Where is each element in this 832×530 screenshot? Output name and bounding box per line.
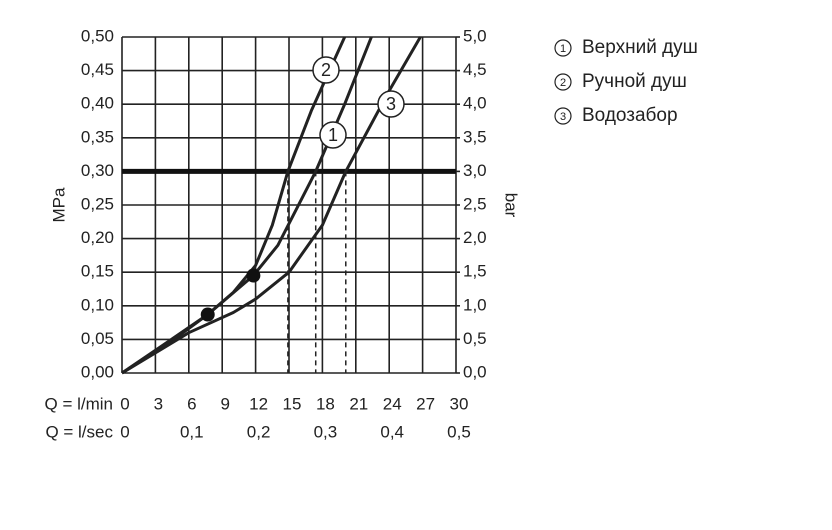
- x-tick-label: 30: [450, 394, 469, 413]
- legend-symbol: [554, 39, 572, 57]
- y-tick-label: 0,40: [81, 94, 114, 113]
- y2-tick-label: 3,0: [463, 161, 487, 180]
- legend-symbol: [554, 107, 572, 125]
- legend-symbol-label: 2: [560, 77, 566, 89]
- x-axis-title: Q = l/min: [45, 394, 114, 413]
- y-tick-label: 0,15: [81, 262, 114, 281]
- y-tick-label: 0,20: [81, 228, 114, 247]
- legend-symbol-label: 1: [560, 43, 566, 55]
- x2-tick-label: 0,3: [314, 422, 338, 441]
- x-tick-label: 24: [383, 394, 402, 413]
- x2-tick-label: 0,4: [380, 422, 404, 441]
- x2-tick-label: 0,1: [180, 422, 204, 441]
- x2-axis-title: Q = l/sec: [45, 422, 113, 441]
- y-tick-label: 0,30: [81, 161, 114, 180]
- y2-tick-label: 4,5: [463, 60, 487, 79]
- y2-tick-label: 0,5: [463, 329, 487, 348]
- line: [121, 36, 347, 375]
- legend-label: Верхний душ: [582, 37, 698, 58]
- legend-label: Ручной душ: [582, 71, 687, 92]
- y2-tick-label: 1,5: [463, 262, 487, 281]
- marker: [246, 268, 261, 283]
- x-tick-label: 21: [349, 394, 368, 413]
- y2-tick-label: 5,0: [463, 26, 487, 45]
- y2-axis-title: bar: [502, 193, 521, 218]
- y-tick-label: 0,50: [81, 26, 114, 45]
- x-tick-label: 12: [249, 394, 268, 413]
- y2-tick-label: 3,5: [463, 127, 487, 146]
- y-tick-label: 0,00: [81, 362, 114, 381]
- curve-tag-label: 3: [386, 94, 396, 114]
- x2-tick-label: 0,2: [247, 422, 271, 441]
- x-tick-label: 18: [316, 394, 335, 413]
- y2-tick-label: 1,0: [463, 295, 487, 314]
- x2-tick-label: 0: [120, 422, 129, 441]
- legend-label: Водозабор: [582, 105, 678, 126]
- curve-tag: [312, 56, 340, 84]
- y-tick-label: 0,45: [81, 60, 114, 79]
- y2-tick-label: 4,0: [463, 94, 487, 113]
- curve-tag: [319, 121, 347, 149]
- curve-tag: [377, 90, 405, 118]
- legend-symbol-label: 3: [560, 111, 566, 123]
- x-tick-label: 15: [283, 394, 302, 413]
- y-tick-label: 0,05: [81, 329, 114, 348]
- x-tick-label: 6: [187, 394, 196, 413]
- curve-tag-label: 1: [328, 125, 338, 145]
- x-tick-label: 0: [120, 394, 129, 413]
- curve-tag-label: 2: [321, 60, 331, 80]
- y2-tick-label: 2,5: [463, 194, 487, 213]
- line: [121, 36, 422, 375]
- x-tick-label: 9: [220, 394, 229, 413]
- x2-tick-label: 0,5: [447, 422, 471, 441]
- x-tick-label: 27: [416, 394, 435, 413]
- legend-symbol: [554, 73, 572, 91]
- x-tick-label: 3: [154, 394, 163, 413]
- y2-tick-label: 0,0: [463, 362, 487, 381]
- y2-tick-label: 2,0: [463, 228, 487, 247]
- y-tick-label: 0,10: [81, 295, 114, 314]
- y-tick-label: 0,35: [81, 127, 114, 146]
- marker: [200, 307, 215, 322]
- y-axis-title: MPa: [49, 187, 68, 223]
- y-tick-label: 0,25: [81, 194, 114, 213]
